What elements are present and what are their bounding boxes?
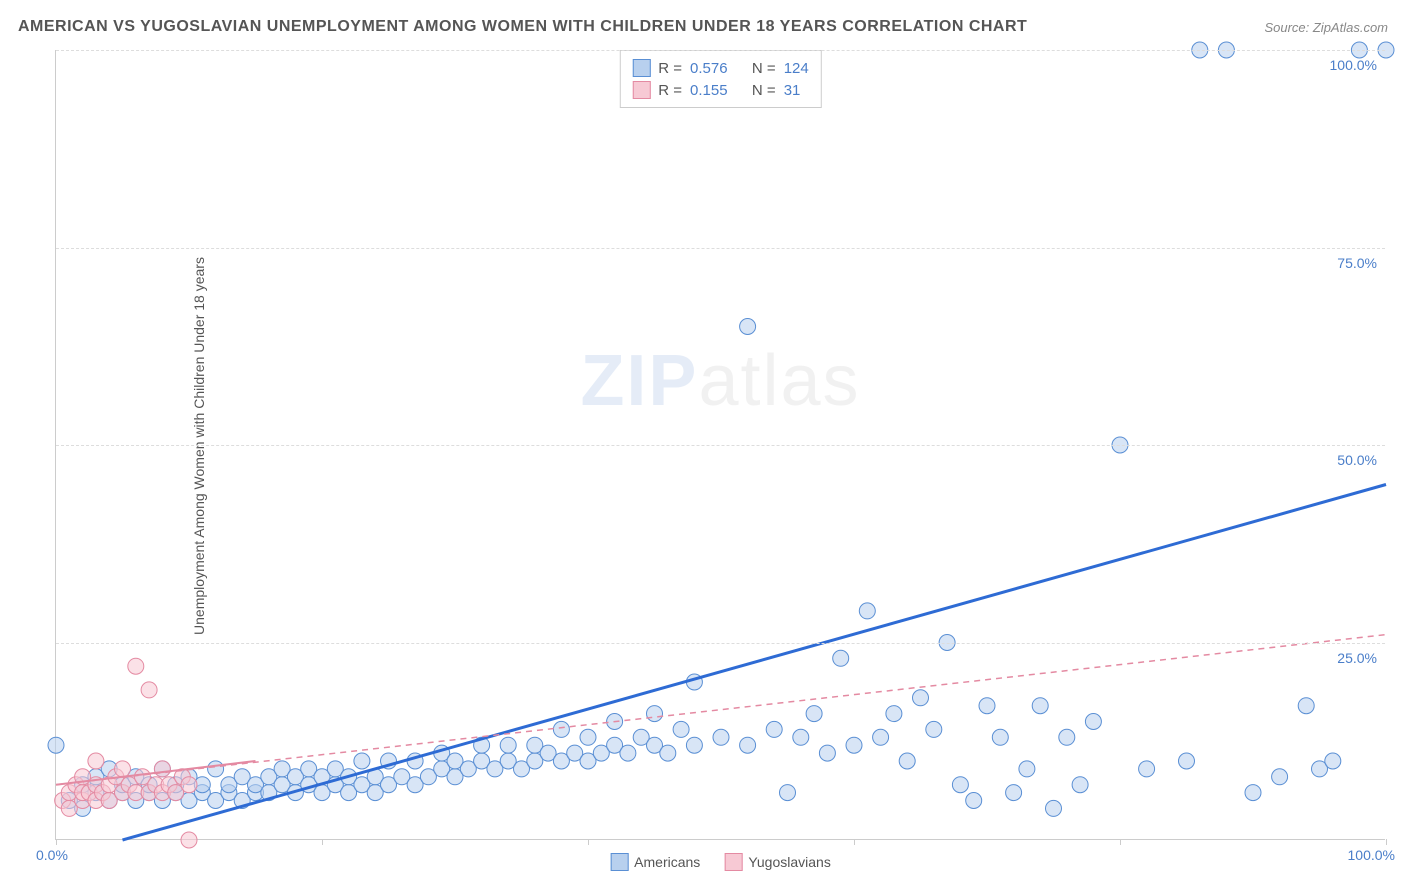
data-point (1006, 785, 1022, 801)
legend: Americans Yugoslavians (610, 853, 831, 871)
data-point (686, 737, 702, 753)
data-point (979, 698, 995, 714)
data-point (181, 832, 197, 848)
data-point (1085, 714, 1101, 730)
n-value-yugoslavians: 31 (784, 82, 801, 99)
data-point (620, 745, 636, 761)
y-tick-label: 75.0% (1337, 255, 1377, 271)
data-point (1139, 761, 1155, 777)
stats-row-yugoslavians: R = 0.155 N = 31 (632, 79, 808, 101)
x-tick (1120, 839, 1121, 845)
r-label: R = (658, 82, 682, 99)
data-point (500, 737, 516, 753)
n-label: N = (752, 82, 776, 99)
data-point (1298, 698, 1314, 714)
data-point (1059, 729, 1075, 745)
data-point (713, 729, 729, 745)
source-attribution: Source: ZipAtlas.com (1264, 20, 1388, 35)
data-point (580, 729, 596, 745)
x-axis-end-label: 100.0% (1348, 847, 1395, 863)
data-point (766, 721, 782, 737)
data-point (952, 777, 968, 793)
data-point (354, 753, 370, 769)
data-point (647, 706, 663, 722)
r-value-yugoslavians: 0.155 (690, 82, 728, 99)
data-point (181, 777, 197, 793)
legend-label-americans: Americans (634, 854, 700, 870)
y-tick-label: 100.0% (1330, 57, 1377, 73)
data-point (966, 793, 982, 809)
data-point (673, 721, 689, 737)
chart-title: AMERICAN VS YUGOSLAVIAN UNEMPLOYMENT AMO… (18, 18, 1027, 36)
data-point (1325, 753, 1341, 769)
gridline (56, 248, 1385, 249)
legend-item-americans: Americans (610, 853, 700, 871)
x-tick (854, 839, 855, 845)
swatch-yugoslavians (632, 81, 650, 99)
data-point (1245, 785, 1261, 801)
x-tick (322, 839, 323, 845)
data-point (740, 319, 756, 335)
gridline (56, 643, 1385, 644)
data-point (115, 761, 131, 777)
data-point (886, 706, 902, 722)
swatch-americans (632, 59, 650, 77)
data-point (48, 737, 64, 753)
gridline (56, 445, 1385, 446)
data-point (992, 729, 1008, 745)
legend-swatch-yugoslavians (724, 853, 742, 871)
data-point (806, 706, 822, 722)
data-point (154, 761, 170, 777)
data-point (740, 737, 756, 753)
data-point (913, 690, 929, 706)
data-point (899, 753, 915, 769)
data-point (1046, 800, 1062, 816)
data-point (833, 650, 849, 666)
data-point (553, 721, 569, 737)
data-point (780, 785, 796, 801)
data-point (873, 729, 889, 745)
trend-line-americans (123, 485, 1387, 841)
gridline (56, 50, 1385, 51)
y-tick-label: 50.0% (1337, 452, 1377, 468)
x-tick (588, 839, 589, 845)
legend-item-yugoslavians: Yugoslavians (724, 853, 831, 871)
r-value-americans: 0.576 (690, 60, 728, 77)
n-value-americans: 124 (784, 60, 809, 77)
data-point (88, 753, 104, 769)
x-axis-start-label: 0.0% (36, 847, 68, 863)
data-point (926, 721, 942, 737)
x-tick (56, 839, 57, 845)
r-label: R = (658, 60, 682, 77)
data-point (819, 745, 835, 761)
correlation-stats-box: R = 0.576 N = 124 R = 0.155 N = 31 (619, 50, 821, 108)
data-point (846, 737, 862, 753)
x-tick (1386, 839, 1387, 845)
data-point (793, 729, 809, 745)
chart-plot-area: ZIPatlas R = 0.576 N = 124 R = 0.155 N =… (55, 50, 1385, 840)
data-point (859, 603, 875, 619)
data-point (1019, 761, 1035, 777)
n-label: N = (752, 60, 776, 77)
y-tick-label: 25.0% (1337, 650, 1377, 666)
data-point (141, 682, 157, 698)
data-point (1272, 769, 1288, 785)
legend-label-yugoslavians: Yugoslavians (748, 854, 831, 870)
data-point (1032, 698, 1048, 714)
data-point (208, 761, 224, 777)
data-point (1179, 753, 1195, 769)
legend-swatch-americans (610, 853, 628, 871)
data-point (128, 658, 144, 674)
data-point (660, 745, 676, 761)
stats-row-americans: R = 0.576 N = 124 (632, 57, 808, 79)
data-point (1072, 777, 1088, 793)
